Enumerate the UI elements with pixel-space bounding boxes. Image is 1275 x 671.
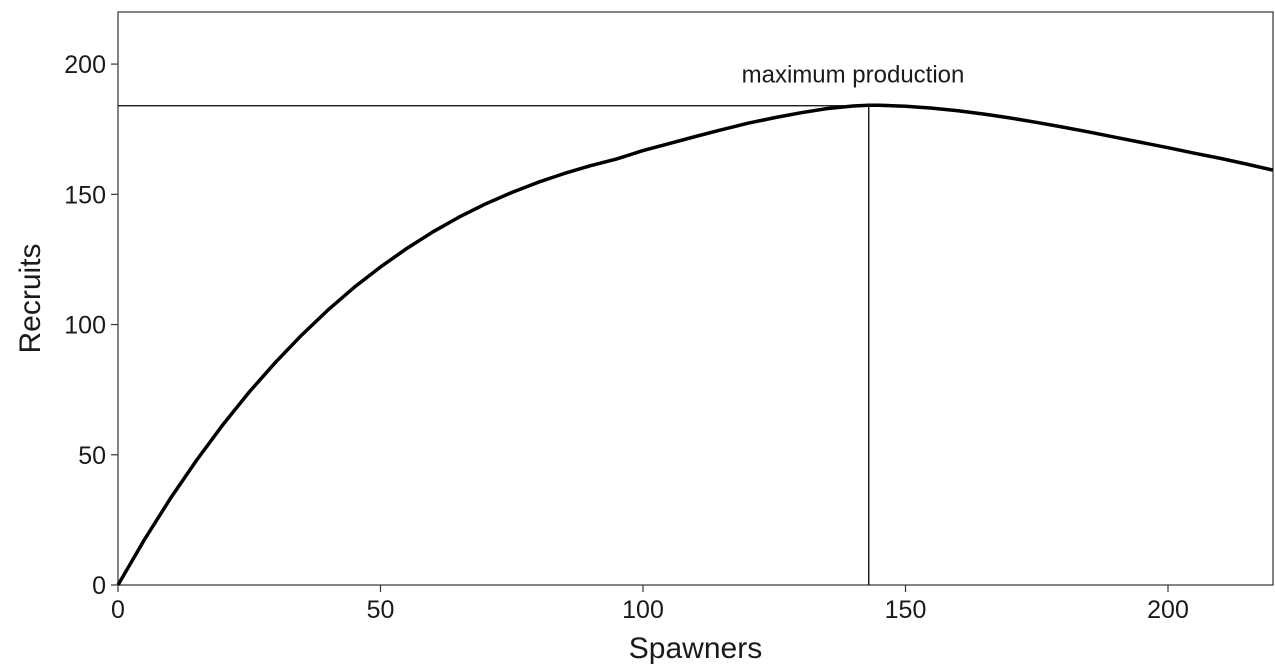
recruitment-curve (116, 103, 1274, 586)
x-tick-label: 0 (111, 596, 125, 624)
y-tick-label: 100 (64, 312, 106, 340)
y-tick-label: 200 (64, 51, 106, 79)
max-production-annotation: maximum production (742, 61, 965, 88)
x-tick-label: 50 (367, 596, 395, 624)
y-tick-label: 50 (78, 442, 106, 470)
reference-lines (118, 105, 870, 585)
y-tick-label: 150 (64, 181, 106, 209)
plot-panel-border (117, 11, 1274, 586)
y-tick-label: 0 (92, 572, 106, 600)
x-tick-label: 200 (1147, 596, 1189, 624)
x-tick-label: 150 (885, 596, 927, 624)
x-tick-label: 100 (622, 596, 664, 624)
y-axis-title: Recruits (14, 243, 47, 353)
x-axis-title: Spawners (629, 632, 762, 665)
x-axis: 0 50 100 150 200 (111, 585, 1189, 624)
y-axis: 0 50 100 150 200 (64, 51, 118, 600)
